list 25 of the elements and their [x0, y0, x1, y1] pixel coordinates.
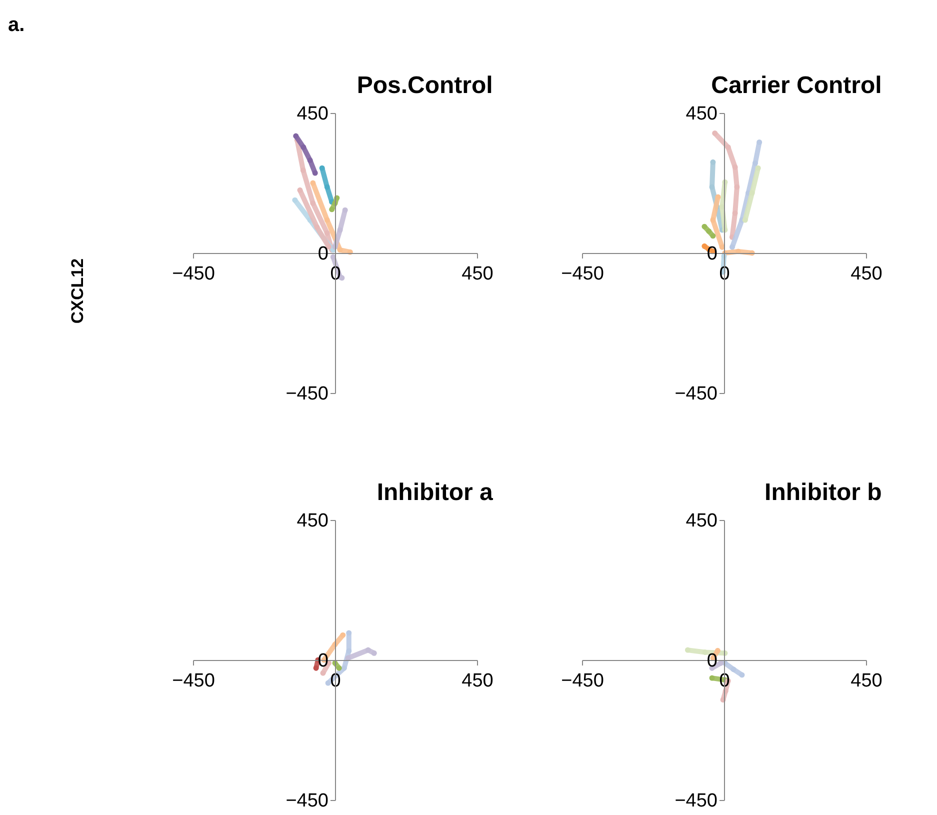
y-tick-label: −450	[674, 384, 718, 404]
y-tick-label: 0	[706, 650, 718, 672]
y-tick-label: 450	[686, 510, 718, 532]
chart-title: Pos.Control	[356, 72, 493, 99]
x-tick-label: 450	[850, 264, 882, 284]
y-tick-label: 450	[686, 104, 718, 124]
x-tick-label: −450	[172, 670, 215, 692]
x-tick-label: 450	[462, 264, 494, 284]
x-tick-label: 450	[462, 670, 494, 692]
text: a.	[8, 14, 25, 36]
chart-title: Inhibitor a	[376, 479, 494, 506]
x-tick-label: −450	[561, 670, 604, 692]
y-tick-label: −450	[286, 384, 328, 404]
x-tick-label: −450	[561, 264, 604, 284]
x-tick-label: 450	[850, 670, 882, 692]
chart-title: Inhibitor b	[764, 479, 882, 506]
y-tick-label: 450	[296, 510, 328, 532]
x-tick-label: −450	[172, 264, 215, 284]
y-tick-label: −450	[286, 790, 328, 812]
y-tick-label: 0	[318, 650, 328, 672]
y-tick-label: −450	[674, 790, 718, 812]
y-tick-label: 450	[296, 104, 328, 124]
chart-title: Carrier Control	[711, 72, 882, 99]
y-tick-label: 0	[318, 244, 328, 264]
text: CXCL12	[68, 258, 87, 324]
